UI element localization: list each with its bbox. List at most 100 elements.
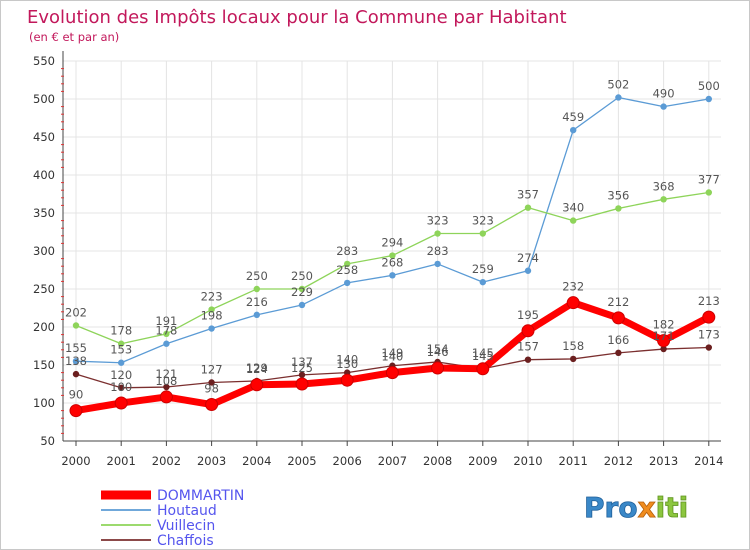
point-vuillecin — [660, 196, 667, 203]
x-tick-label: 2011 — [559, 454, 588, 468]
x-tick-label: 2009 — [468, 454, 497, 468]
data-label-dommartin: 212 — [607, 295, 629, 309]
point-vuillecin — [615, 205, 622, 212]
logo-part-2: x — [638, 491, 656, 524]
data-label-houtaud: 259 — [472, 262, 494, 276]
data-label-dommartin: 146 — [427, 345, 449, 359]
data-label-chaffois: 120 — [110, 368, 132, 382]
x-tick-label: 2004 — [242, 454, 271, 468]
point-houtaud — [615, 94, 622, 101]
data-label-vuillecin: 323 — [472, 214, 494, 228]
svg-text:Proxiti: Proxiti — [584, 491, 688, 524]
point-dommartin — [340, 373, 354, 387]
data-label-vuillecin: 283 — [336, 244, 358, 258]
point-vuillecin — [705, 189, 712, 196]
point-houtaud — [524, 267, 532, 274]
point-dommartin — [657, 334, 671, 348]
point-houtaud — [163, 340, 170, 347]
y-tick-label: 50 — [40, 434, 55, 448]
point-houtaud — [660, 103, 667, 110]
point-houtaud — [389, 272, 396, 279]
data-label-chaffois: 140 — [336, 353, 358, 367]
grid — [63, 60, 721, 442]
x-tick-label: 2010 — [513, 454, 542, 468]
point-dommartin — [114, 396, 128, 410]
data-label-dommartin: 100 — [110, 380, 132, 394]
point-vuillecin — [524, 204, 532, 211]
data-label-houtaud: 153 — [110, 343, 132, 357]
point-dommartin — [566, 296, 580, 310]
point-vuillecin — [118, 340, 125, 347]
point-dommartin — [250, 378, 264, 392]
point-chaffois — [298, 371, 306, 379]
y-tick-label: 100 — [33, 396, 55, 410]
point-vuillecin — [570, 217, 577, 224]
data-label-dommartin: 213 — [698, 294, 720, 308]
data-label-vuillecin: 294 — [381, 236, 403, 250]
point-houtaud — [253, 311, 260, 319]
point-dommartin — [159, 390, 173, 404]
point-chaffois — [163, 383, 170, 391]
data-label-houtaud: 268 — [381, 255, 403, 269]
data-label-vuillecin: 340 — [562, 201, 584, 215]
data-label-dommartin: 124 — [246, 362, 268, 376]
point-houtaud — [705, 95, 712, 103]
point-vuillecin — [72, 322, 80, 329]
point-dommartin — [521, 324, 535, 338]
point-vuillecin — [434, 230, 441, 237]
series — [69, 94, 716, 418]
data-label-houtaud: 490 — [653, 87, 675, 101]
proxiti-logo: Proxiti — [584, 491, 689, 525]
x-tick-label: 2005 — [287, 454, 316, 468]
y-tick-label: 250 — [33, 282, 55, 296]
point-chaffois — [660, 345, 667, 353]
legend-label-chaffois: Chaffois — [157, 533, 214, 549]
x-tick-label: 2000 — [61, 454, 90, 468]
data-label-vuillecin: 191 — [155, 314, 177, 328]
y-tick-label: 400 — [33, 168, 55, 182]
data-label-houtaud: 274 — [517, 251, 539, 265]
point-dommartin — [69, 404, 83, 418]
data-label-chaffois: 158 — [562, 339, 584, 353]
data-label-chaffois: 171 — [653, 329, 675, 343]
data-label-vuillecin: 356 — [607, 188, 629, 202]
legend-label-houtaud: Houtaud — [157, 503, 217, 519]
point-chaffois — [524, 356, 532, 363]
data-label-houtaud: 229 — [291, 285, 313, 299]
logo-part-1: Pro — [584, 491, 638, 524]
point-chaffois — [72, 370, 80, 378]
y-tick-label: 350 — [33, 206, 55, 220]
data-label-chaffois: 154 — [427, 342, 449, 356]
data-label-vuillecin: 323 — [427, 214, 449, 228]
point-houtaud — [118, 359, 125, 366]
point-vuillecin — [208, 306, 215, 313]
data-label-vuillecin: 202 — [65, 305, 87, 319]
y-tick-label: 200 — [33, 320, 55, 334]
point-dommartin — [611, 311, 625, 325]
point-dommartin — [431, 361, 445, 375]
y-tick-label: 150 — [33, 358, 55, 372]
x-tick-label: 2003 — [197, 454, 226, 468]
axes: 50 100 150 200 250 300 350 400 450 500 550 2000 2001… — [33, 51, 723, 468]
data-label-houtaud: 178 — [155, 324, 177, 338]
point-houtaud — [479, 278, 486, 286]
point-chaffois — [615, 349, 622, 357]
data-label-houtaud: 216 — [246, 295, 268, 309]
point-vuillecin — [298, 285, 306, 293]
data-label-chaffois: 145 — [472, 349, 494, 363]
x-tick-label: 2008 — [423, 454, 452, 468]
y-tick-label: 450 — [33, 130, 55, 144]
chart-subtitle: (en € et par an) — [29, 30, 119, 44]
point-chaffois — [208, 379, 215, 386]
x-tick-label: 2012 — [604, 454, 633, 468]
data-label-vuillecin: 250 — [291, 269, 313, 283]
data-label-chaffois: 137 — [291, 355, 313, 369]
data-label-houtaud: 258 — [336, 263, 358, 277]
point-dommartin — [476, 362, 490, 376]
y-tick-label: 500 — [33, 92, 55, 106]
data-label-chaffois: 127 — [201, 362, 223, 376]
point-houtaud — [208, 325, 215, 332]
data-label-dommartin: 98 — [204, 382, 219, 396]
point-dommartin — [385, 366, 399, 380]
